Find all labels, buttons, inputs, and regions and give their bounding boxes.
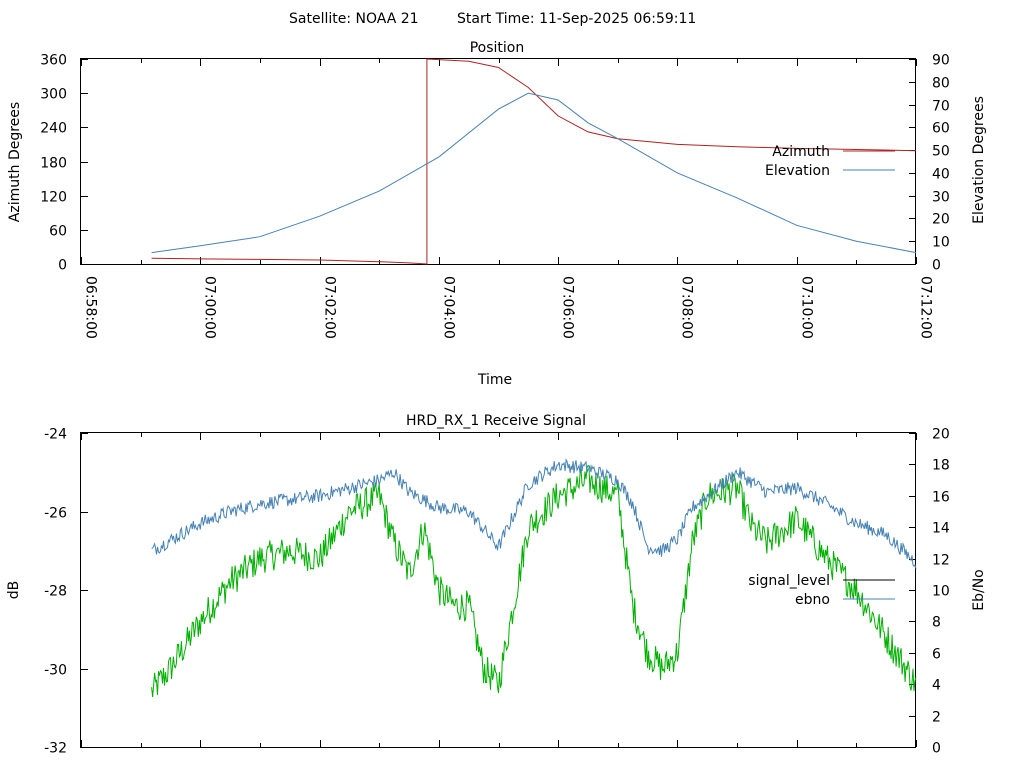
position-ticks <box>81 59 917 265</box>
legend-signal-level-label: signal_level <box>748 573 830 589</box>
position-x-tick-label: 06:58:00 <box>83 276 99 339</box>
signal-y2-tick-label: 4 <box>932 678 941 694</box>
signal-y2-tick-label: 20 <box>932 427 950 443</box>
position-y2-tick-label: 20 <box>932 212 950 228</box>
position-x-tick-label: 07:08:00 <box>679 276 695 339</box>
legend-elevation-label: Elevation <box>765 163 830 179</box>
position-y2-tick-label: 60 <box>932 121 950 137</box>
position-x-tick-label: 07:10:00 <box>799 276 815 339</box>
position-series <box>151 58 917 265</box>
header-satellite: Satellite: NOAA 21 <box>289 11 419 27</box>
position-y-tick-label: 360 <box>40 53 67 69</box>
position-x-tick-label: 07:02:00 <box>322 276 338 339</box>
position-title: Position <box>470 40 525 56</box>
position-x-tick-label: 07:12:00 <box>918 276 934 339</box>
signal-series <box>151 458 917 697</box>
position-y-axis-label: Azimuth Degrees <box>7 102 23 222</box>
position-y-tick-label: 180 <box>40 156 67 172</box>
position-y2-tick-label: 90 <box>932 53 950 69</box>
position-x-tick-label: 07:00:00 <box>202 276 218 339</box>
signal-y2-tick-label: 16 <box>932 490 950 506</box>
signal-y-axis-label: dB <box>6 581 22 600</box>
signal-y-tick-label: -24 <box>44 427 67 443</box>
azimuth-series-line <box>151 58 917 265</box>
header-start-time: Start Time: 11-Sep-2025 06:59:11 <box>457 11 696 27</box>
signal-ticks <box>81 433 917 748</box>
signal-chart: HRD_RX_1 Receive Signal -24 -26 -28 -30 -32 2… <box>6 413 987 757</box>
position-legend: Azimuth Elevation <box>765 144 895 179</box>
position-y2-tick-label: 0 <box>932 258 941 274</box>
signal-y2-axis-label: Eb/No <box>971 569 987 611</box>
position-plot-frame <box>80 58 916 265</box>
position-tick-labels: 0 60 120 180 240 300 360 0 10 20 30 40 50 60 70 80 90 06:… <box>40 53 950 339</box>
position-y2-tick-label: 40 <box>932 167 950 183</box>
position-y-tick-label: 120 <box>40 190 67 206</box>
position-y2-tick-label: 70 <box>932 99 950 115</box>
position-x-axis-label: Time <box>477 372 512 388</box>
signal-title: HRD_RX_1 Receive Signal <box>406 413 586 429</box>
signal-y2-tick-label: 0 <box>932 741 941 757</box>
ebno-series-line <box>151 464 917 697</box>
signal-y-tick-label: -32 <box>44 741 67 757</box>
position-x-tick-label: 07:04:00 <box>441 276 457 339</box>
position-y-tick-label: 300 <box>40 87 67 103</box>
db-trace-series-line <box>151 458 917 569</box>
signal-y2-tick-label: 2 <box>932 710 941 726</box>
position-y-tick-label: 60 <box>49 224 67 240</box>
signal-y2-tick-label: 8 <box>932 615 941 631</box>
signal-y2-tick-label: 14 <box>932 521 950 537</box>
signal-y2-tick-label: 10 <box>932 584 950 600</box>
signal-y-tick-label: -26 <box>44 506 67 522</box>
signal-y2-tick-label: 18 <box>932 458 950 474</box>
signal-y-tick-label: -28 <box>44 584 67 600</box>
position-x-tick-label: 07:06:00 <box>560 276 576 339</box>
position-y-tick-label: 240 <box>40 121 67 137</box>
signal-y-tick-label: -30 <box>44 663 67 679</box>
position-y2-tick-label: 80 <box>932 76 950 92</box>
signal-legend: signal_level ebno <box>748 573 895 608</box>
position-chart: Position 0 60 120 180 240 300 360 0 10 20 30 40 50 60… <box>7 40 987 388</box>
position-y2-tick-label: 50 <box>932 144 950 160</box>
elevation-series-line <box>151 92 917 254</box>
position-y2-tick-label: 10 <box>932 235 950 251</box>
position-y2-tick-label: 30 <box>932 190 950 206</box>
legend-ebno-label: ebno <box>795 592 830 608</box>
signal-y2-tick-label: 12 <box>932 553 950 569</box>
position-y-tick-label: 0 <box>58 258 67 274</box>
legend-azimuth-label: Azimuth <box>772 144 830 160</box>
signal-plot-frame <box>80 432 916 748</box>
position-y2-axis-label: Elevation Degrees <box>971 96 987 224</box>
signal-y2-tick-label: 6 <box>932 647 941 663</box>
